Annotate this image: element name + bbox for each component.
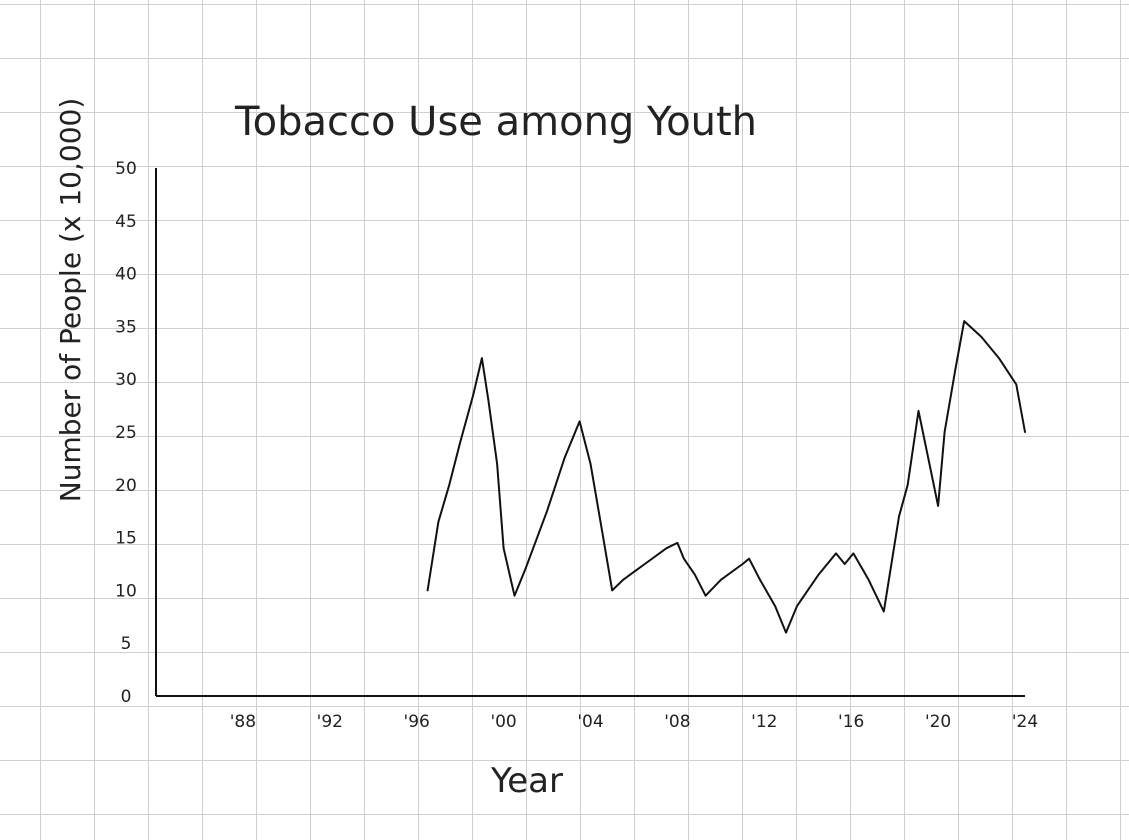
series-line <box>426 320 1026 634</box>
x-tick-label: '96 <box>404 712 430 732</box>
y-tick-label: 40 <box>115 265 137 285</box>
x-axis-label: Year <box>490 761 563 801</box>
y-axis-label-group: Number of People (x 10,000) <box>54 98 87 502</box>
chart-title: Tobacco Use among Youth <box>234 99 757 145</box>
y-tick-label: 0 <box>121 687 132 707</box>
x-tick-label: '20 <box>925 712 951 732</box>
x-tick-label: '24 <box>1012 712 1038 732</box>
x-tick-label: '04 <box>577 712 603 732</box>
x-tick-label: '88 <box>230 712 256 732</box>
y-tick-label: 20 <box>115 476 137 496</box>
x-tick-labels: '88 '92 '96 '00 '04 '08 '12 '16 '20 '24 <box>230 712 1038 732</box>
y-tick-label: 45 <box>115 212 137 232</box>
x-tick-label: '92 <box>317 712 343 732</box>
x-tick-label: '16 <box>838 712 864 732</box>
y-axis-label: Number of People (x 10,000) <box>54 98 87 502</box>
y-tick-label: 5 <box>121 634 132 654</box>
x-tick-label: '00 <box>490 712 516 732</box>
y-tick-label: 30 <box>115 370 137 390</box>
y-tick-label: 10 <box>115 581 137 601</box>
y-tick-label: 15 <box>115 529 137 549</box>
x-tick-label: '08 <box>664 712 690 732</box>
y-tick-labels: 0 5 10 15 20 25 30 35 40 45 50 <box>115 159 137 707</box>
x-tick-label: '12 <box>751 712 777 732</box>
series-layer <box>426 320 1026 634</box>
y-tick-label: 35 <box>115 317 137 337</box>
y-tick-label: 25 <box>115 423 137 443</box>
y-tick-label: 50 <box>115 159 137 179</box>
